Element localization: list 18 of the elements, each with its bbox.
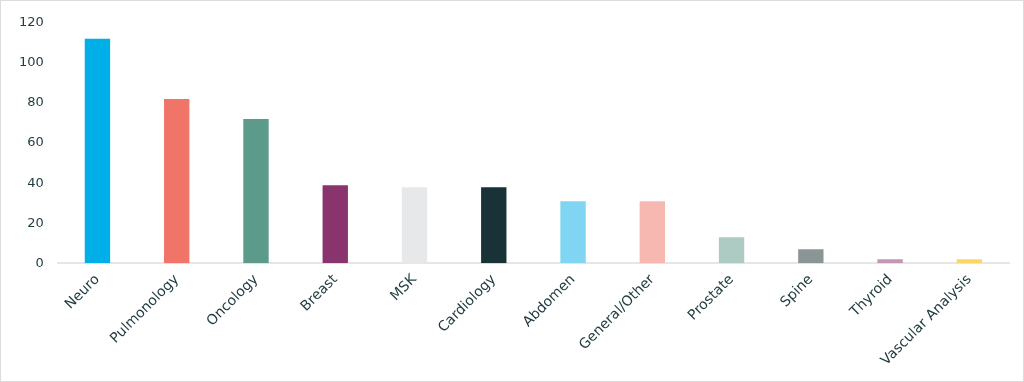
bar [322,185,348,264]
y-tick-label: 100 [18,54,44,70]
y-tick-label: 120 [18,14,44,30]
bar [560,201,586,264]
bar [243,119,269,264]
bar [84,38,111,264]
bar [798,249,824,264]
y-tick-label: 20 [27,214,44,230]
bar [877,259,903,264]
bar [164,98,190,264]
y-tick-label: 80 [27,94,44,110]
y-tick-label: 0 [35,254,44,270]
bar [481,187,507,264]
bar [718,237,745,264]
y-tick-label: 60 [27,134,44,150]
bar [639,201,665,264]
bar [956,259,983,264]
y-tick-label: 40 [27,174,44,190]
